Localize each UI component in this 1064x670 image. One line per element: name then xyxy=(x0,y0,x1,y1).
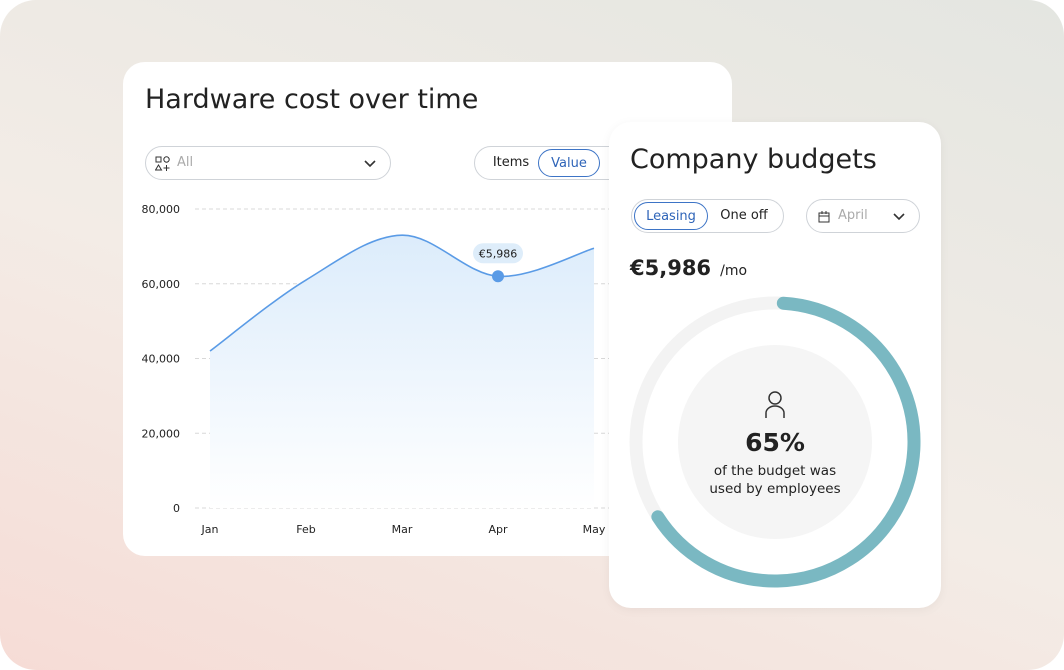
line xyxy=(209,234,595,352)
donut-arc xyxy=(651,296,921,588)
person-icon xyxy=(765,391,785,418)
y-tick-label: 0 xyxy=(173,502,180,515)
amount: €5,986 xyxy=(630,256,712,280)
area xyxy=(210,235,594,509)
y-tick-label: 60,000 xyxy=(142,278,181,291)
toggle-group: Items Value xyxy=(474,146,634,180)
x-tick-label: Feb xyxy=(296,523,315,536)
y-tick-label: 80,000 xyxy=(142,203,181,216)
amount-unit: /mo xyxy=(720,263,748,279)
x-tick-label: May xyxy=(583,523,606,536)
toggle-button[interactable]: Items xyxy=(492,155,530,170)
highlight-point xyxy=(492,270,504,283)
month-select[interactable]: April xyxy=(806,199,920,233)
month-value: April xyxy=(838,208,868,223)
donut-value: 65% xyxy=(745,428,805,457)
toggle-group: Leasing One off xyxy=(631,199,784,233)
x-tick-label: Apr xyxy=(488,523,508,536)
donut-center xyxy=(678,345,872,539)
y-tick-label: 20,000 xyxy=(142,427,181,440)
x-tick-label: Jan xyxy=(201,523,219,536)
card-title: Hardware cost over time xyxy=(145,84,479,115)
toggle-button[interactable]: Leasing xyxy=(634,202,708,230)
chevron xyxy=(364,160,376,168)
filter-value: All xyxy=(177,155,194,170)
budget-card: Company budgets Leasing One off April €5,… xyxy=(609,122,941,608)
filter-icon xyxy=(155,156,170,171)
donut-chart: 65% xyxy=(629,296,921,588)
tooltip-text: €5,986 xyxy=(479,247,518,260)
toggle-button[interactable]: One off xyxy=(720,208,768,223)
amount-row: €5,986 /mo xyxy=(630,256,747,280)
toggle-button[interactable]: Value xyxy=(538,149,600,177)
y-tick-label: 40,000 xyxy=(142,353,181,366)
card-title: Company budgets xyxy=(630,144,877,175)
calendar-icon xyxy=(818,211,830,223)
filter-select[interactable]: All xyxy=(145,146,391,180)
x-tick-label: Mar xyxy=(392,523,413,536)
line-chart: 0 20,000 40,000 60,000 80,000 Jan Feb Mar Apr May… xyxy=(142,203,732,536)
tooltip-bg xyxy=(473,243,523,264)
chevron xyxy=(893,213,905,221)
donut-caption: of the budget was used by employees xyxy=(709,463,841,497)
